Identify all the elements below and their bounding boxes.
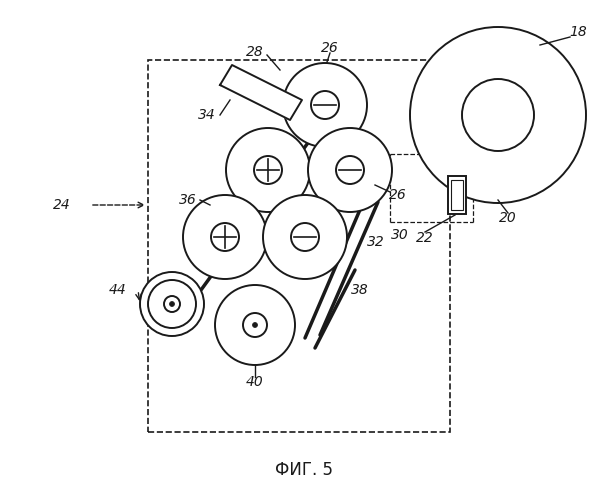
Text: 28: 28 xyxy=(246,45,264,59)
Text: 24: 24 xyxy=(53,198,71,212)
Circle shape xyxy=(462,79,534,151)
Bar xyxy=(148,60,450,432)
Circle shape xyxy=(308,128,392,212)
Circle shape xyxy=(226,128,310,212)
Text: 38: 38 xyxy=(351,283,369,297)
Circle shape xyxy=(291,223,319,251)
Text: 36: 36 xyxy=(179,193,197,207)
Circle shape xyxy=(254,156,282,184)
Circle shape xyxy=(148,280,196,328)
Text: 34: 34 xyxy=(198,108,216,122)
Text: 32: 32 xyxy=(367,235,385,249)
Text: 18: 18 xyxy=(569,25,587,39)
Text: 30: 30 xyxy=(391,228,409,242)
Circle shape xyxy=(169,302,175,306)
Bar xyxy=(451,180,463,210)
Polygon shape xyxy=(220,65,302,120)
Bar xyxy=(448,176,466,214)
Text: 44: 44 xyxy=(109,283,127,297)
Circle shape xyxy=(183,195,267,279)
Text: 40: 40 xyxy=(246,375,264,389)
Circle shape xyxy=(243,313,267,337)
Circle shape xyxy=(410,27,586,203)
Circle shape xyxy=(336,156,364,184)
Circle shape xyxy=(263,195,347,279)
Circle shape xyxy=(311,91,339,119)
Circle shape xyxy=(215,285,295,365)
Circle shape xyxy=(164,296,180,312)
Text: ФИГ. 5: ФИГ. 5 xyxy=(275,461,333,479)
Circle shape xyxy=(140,272,204,336)
Text: 26: 26 xyxy=(389,188,407,202)
Text: 26: 26 xyxy=(321,41,339,55)
Circle shape xyxy=(211,223,239,251)
Text: 20: 20 xyxy=(499,211,517,225)
Text: 22: 22 xyxy=(416,231,434,245)
Circle shape xyxy=(253,322,258,328)
Circle shape xyxy=(283,63,367,147)
